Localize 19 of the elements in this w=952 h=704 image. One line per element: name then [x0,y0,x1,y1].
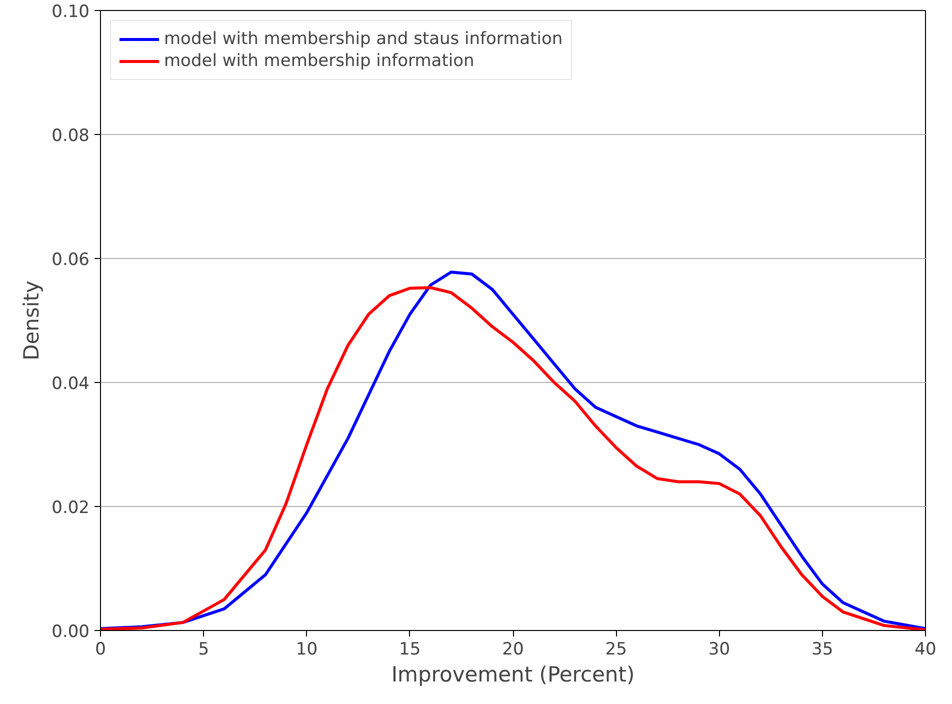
x-tick-label: 25 [605,640,627,660]
y-tick-label: 0.06 [52,250,90,270]
y-tick-label: 0.02 [52,498,90,518]
x-tick-label: 15 [399,640,421,660]
y-tick-label: 0.10 [52,2,90,22]
legend-label: model with membership and staus information [164,29,563,49]
x-tick-label: 35 [812,640,834,660]
x-tick-label: 30 [708,640,730,660]
y-tick-label: 0.04 [52,374,90,394]
x-axis-title: Improvement (Percent) [391,662,635,686]
y-axis-title: Density [20,280,44,360]
x-tick-label: 40 [914,640,936,660]
legend-label: model with membership information [164,51,474,71]
y-tick-label: 0.08 [52,126,90,146]
x-tick-label: 20 [502,640,524,660]
y-tick-label: 0.00 [52,622,90,642]
x-tick-label: 0 [95,640,106,660]
x-tick-label: 5 [198,640,210,660]
x-tick-label: 10 [296,640,318,660]
